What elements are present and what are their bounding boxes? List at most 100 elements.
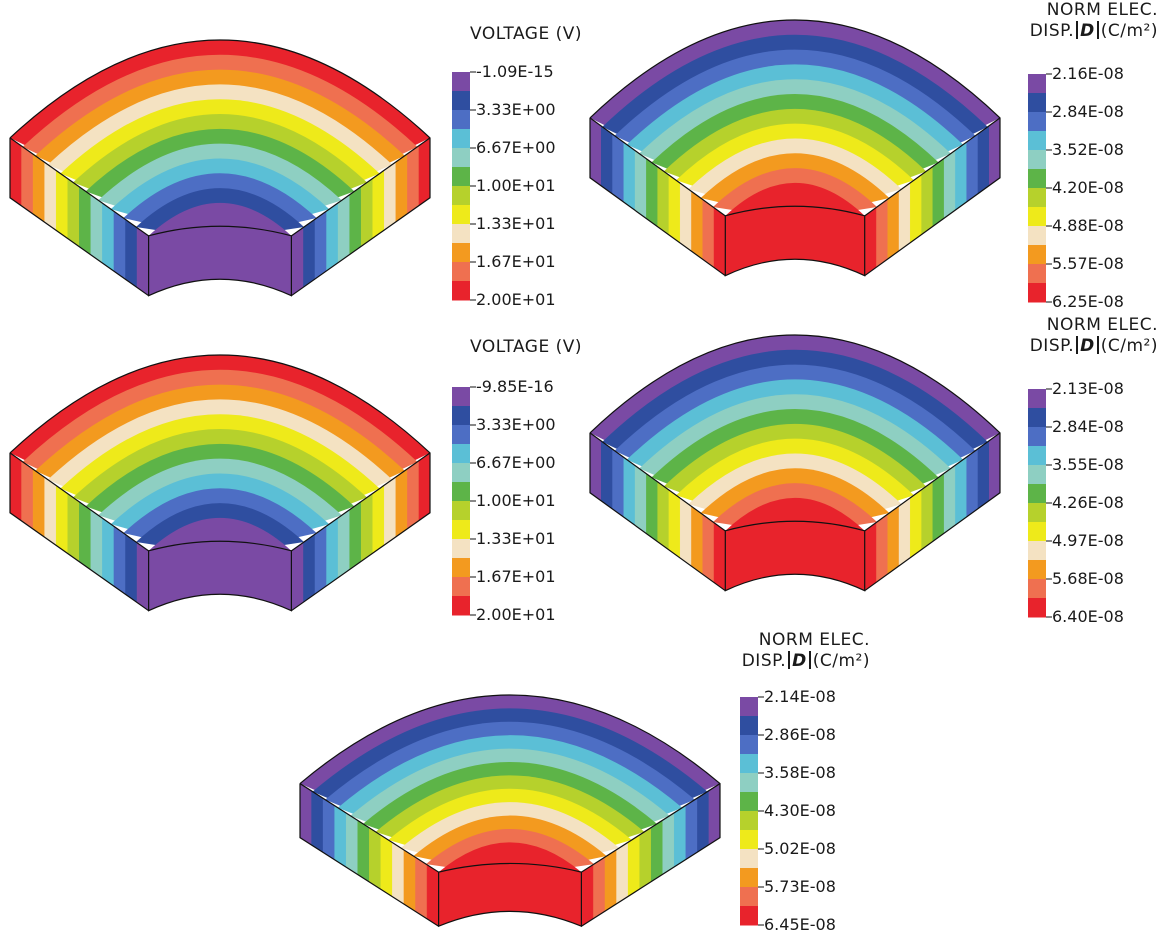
side-face-band	[657, 481, 670, 551]
side-face-band	[679, 497, 692, 567]
colorbar-tick-label: 5.73E-08	[764, 877, 836, 896]
colorbar-swatch	[1028, 446, 1046, 466]
colorbar-swatch	[740, 811, 758, 831]
side-face-band	[691, 190, 703, 260]
side-face-band	[395, 153, 408, 223]
side-face-band	[426, 864, 439, 927]
shape-outline	[589, 19, 1001, 277]
colorbar-swatch	[740, 754, 758, 774]
figure-svg	[9, 354, 476, 616]
colorbar-swatch	[452, 539, 470, 559]
colorbar-swatch	[1028, 112, 1046, 132]
side-face-band	[646, 158, 658, 228]
colorbar-tick-label: 1.67E+01	[476, 252, 556, 271]
side-face-band	[67, 493, 80, 563]
side-face-band	[638, 827, 651, 890]
colorbar-tick-label: 1.00E+01	[476, 176, 556, 195]
colorbar-title: NORM ELEC. DISP. D (C/m²)	[741, 630, 870, 671]
colorbar	[1028, 388, 1052, 618]
side-face-band	[90, 509, 103, 579]
side-face-band	[875, 199, 888, 269]
sector-solid	[589, 19, 1001, 277]
side-face-band	[345, 812, 358, 876]
colorbar-tick-label: 6.45E-08	[764, 915, 836, 934]
colorbar-tick-label: 2.84E-08	[1052, 417, 1124, 436]
side-face-band	[909, 489, 922, 559]
shape-outline	[9, 39, 431, 297]
side-face-band	[589, 117, 602, 187]
inner-face	[724, 205, 866, 277]
colorbar-swatch	[452, 148, 470, 168]
colorbar-tick-label: 3.58E-08	[764, 763, 836, 782]
side-face-band	[348, 501, 361, 571]
side-face-band	[657, 166, 670, 236]
colorbar-tick-label: 3.33E+00	[476, 100, 556, 119]
colorbar-tick-label: 6.67E+00	[476, 138, 556, 157]
colorbar-tick-label: 4.20E-08	[1052, 178, 1124, 197]
side-face-band	[372, 170, 385, 240]
colorbar-tick-label: 6.67E+00	[476, 453, 556, 472]
side-face-band	[291, 542, 304, 612]
side-face-band	[113, 210, 126, 280]
side-face-band	[302, 534, 315, 604]
colorbar-swatch	[740, 830, 758, 850]
sector-solid	[299, 694, 721, 928]
colorbar-swatch	[1028, 283, 1046, 303]
colorbar-tick-label: 2.84E-08	[1052, 102, 1124, 121]
side-face-band	[403, 849, 416, 912]
side-face-band	[988, 117, 1001, 187]
side-face-band	[32, 468, 45, 538]
side-face-band	[418, 137, 431, 207]
side-face-band	[380, 834, 393, 898]
side-face-band	[113, 525, 126, 595]
colorbar	[452, 71, 476, 301]
colorbar-tick-label: 1.33E+01	[476, 214, 556, 233]
side-face-band	[55, 485, 68, 555]
colorbar-tick-label: 2.13E-08	[1052, 379, 1124, 398]
side-face-band	[898, 497, 911, 567]
side-face-band	[601, 440, 613, 510]
colorbar-swatch	[1028, 74, 1046, 94]
side-face-band	[418, 452, 431, 522]
side-face-band	[943, 150, 956, 220]
side-face-band	[325, 202, 338, 272]
side-face-band	[136, 542, 149, 612]
side-face-band	[668, 489, 681, 559]
sector-solid	[589, 334, 1001, 592]
side-face-band	[21, 460, 34, 530]
side-face-band	[673, 805, 686, 868]
side-face-band	[337, 509, 350, 579]
side-face-band	[646, 473, 658, 543]
colorbar-title: VOLTAGE (V)	[470, 24, 582, 44]
colorbar-swatch	[452, 520, 470, 540]
colorbar-swatch	[1028, 408, 1046, 428]
side-face-band	[334, 805, 347, 868]
side-face-band	[932, 473, 944, 543]
colorbar-swatch	[1028, 93, 1046, 113]
colorbar-swatch	[1028, 389, 1046, 409]
side-face-band	[627, 834, 640, 898]
side-face-band	[9, 452, 22, 522]
colorbar-tick-label: 2.00E+01	[476, 605, 556, 624]
figure-svg	[9, 39, 476, 301]
colorbar-swatch	[740, 849, 758, 869]
colorbar-tick-label: 4.97E-08	[1052, 531, 1124, 550]
side-face-band	[601, 125, 613, 195]
side-face-band	[67, 178, 80, 248]
colorbar-tick-label: 6.25E-08	[1052, 292, 1124, 311]
side-face-band	[383, 161, 396, 231]
side-face-band	[702, 199, 715, 269]
colorbar-swatch	[452, 482, 470, 502]
colorbar-swatch	[452, 205, 470, 225]
shape-outline	[589, 334, 1001, 592]
side-face-band	[592, 856, 605, 920]
colorbar-swatch	[452, 186, 470, 206]
side-face-band	[909, 174, 922, 244]
colorbar-tick-label: 4.30E-08	[764, 801, 836, 820]
figure-panel: 2.13E-08 2.84E-08 3.55E-08 4.26E-08 4.97E-08…	[580, 315, 1167, 635]
side-face-band	[932, 158, 944, 228]
side-face-band	[713, 522, 726, 592]
colorbar-swatch	[1028, 484, 1046, 504]
side-face-band	[634, 465, 647, 535]
side-face-band	[679, 182, 692, 252]
